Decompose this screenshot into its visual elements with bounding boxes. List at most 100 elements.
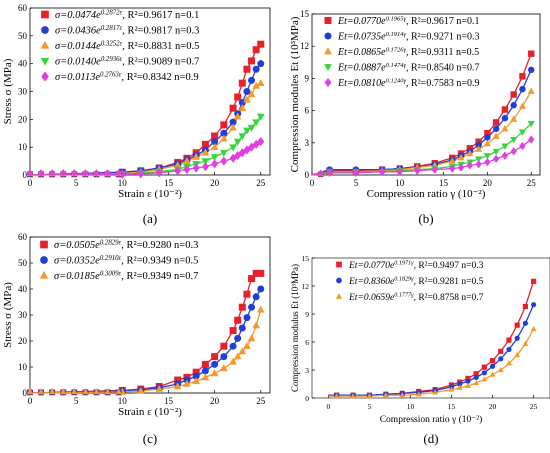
y-tick-label: 0 xyxy=(305,394,309,403)
y-tick-label: 60 xyxy=(18,232,28,242)
data-point xyxy=(257,137,265,147)
data-point xyxy=(466,144,474,152)
data-point xyxy=(238,79,246,87)
y-tick-label: 20 xyxy=(18,114,28,124)
data-point xyxy=(243,290,251,298)
data-point xyxy=(256,113,265,121)
data-point xyxy=(528,135,535,144)
data-point xyxy=(201,162,209,172)
data-point xyxy=(492,154,500,164)
y-tick-label: 3 xyxy=(305,138,310,148)
data-point xyxy=(229,327,237,335)
data-point xyxy=(211,353,219,361)
legend-marker xyxy=(41,10,49,19)
panel-label: (c) xyxy=(143,431,157,446)
data-point xyxy=(183,156,191,164)
data-point xyxy=(506,346,512,353)
data-point xyxy=(501,106,509,113)
data-point xyxy=(243,145,251,155)
data-point xyxy=(136,386,145,394)
data-point xyxy=(252,65,260,73)
data-point xyxy=(71,388,78,395)
legend-text: Et=0.0770e0.1971γ, R²=0.9497 n=0.3 xyxy=(348,261,484,271)
legend-marker xyxy=(40,256,48,264)
data-point xyxy=(257,40,265,48)
data-point xyxy=(489,363,496,369)
data-point xyxy=(248,76,256,84)
fit-curve-n=0.7 xyxy=(328,328,535,397)
data-point xyxy=(238,324,246,332)
data-point xyxy=(481,370,487,376)
data-point xyxy=(192,368,200,376)
data-point xyxy=(352,168,360,178)
data-point xyxy=(510,91,517,98)
legend-text: Et=0.0810e0.1240γ, R²=0.7583 n=0.9 xyxy=(337,78,479,90)
data-point xyxy=(252,46,260,54)
y-axis-title: Stress σ (MPa) xyxy=(2,282,14,348)
data-point xyxy=(37,388,45,395)
data-point xyxy=(350,393,356,399)
data-point xyxy=(449,164,456,173)
x-tick-label: 15 xyxy=(164,396,174,406)
y-tick-label: 9 xyxy=(305,73,310,83)
data-point xyxy=(484,129,491,137)
legend-marker xyxy=(40,57,50,66)
data-point xyxy=(238,303,246,311)
legend-text: Et=0.0770e0.1965γ, R²=0.9617 n=0.1 xyxy=(337,16,479,28)
y-tick-label: 40 xyxy=(18,284,28,294)
data-point xyxy=(483,140,491,147)
data-point xyxy=(192,372,200,380)
y-axis-title: Compression modules Et (10³MPa) xyxy=(289,16,301,172)
x-tick-label: 0 xyxy=(327,402,331,411)
data-point xyxy=(252,81,261,89)
data-point xyxy=(201,360,209,368)
data-point xyxy=(243,314,251,322)
data-point xyxy=(248,57,256,65)
data-point xyxy=(475,156,483,163)
y-tick-label: 30 xyxy=(18,310,28,320)
data-point xyxy=(414,166,421,175)
data-point xyxy=(174,166,182,176)
fit-curve-n=0.5 xyxy=(311,90,532,176)
data-point xyxy=(492,125,500,133)
data-point xyxy=(210,142,219,150)
data-point xyxy=(229,357,237,365)
data-point xyxy=(366,393,373,399)
legend-text: Et=0.0887e0.1474γ, R²=0.8540 n=0.7 xyxy=(337,62,479,74)
legend-text: σ=0.0352e0.2910ε, R²=0.9349 n=0.5 xyxy=(54,255,198,267)
data-point xyxy=(519,73,526,80)
data-point xyxy=(247,124,256,132)
data-point xyxy=(465,378,471,384)
data-point xyxy=(27,169,33,177)
data-point xyxy=(220,156,228,166)
y-tick-label: 15 xyxy=(302,254,310,263)
y-tick-label: 50 xyxy=(18,31,28,41)
data-point xyxy=(243,65,251,73)
data-point xyxy=(238,133,247,141)
data-point xyxy=(514,322,520,328)
x-tick-label: 20 xyxy=(489,402,497,411)
data-point xyxy=(518,102,526,109)
legend-text: σ=0.0113e0.2763ε, R²=0.8342 n=0.9 xyxy=(55,71,199,83)
data-point xyxy=(415,391,422,397)
data-point xyxy=(229,342,237,350)
x-tick-label: 15 xyxy=(164,178,174,188)
data-point xyxy=(252,321,261,329)
legend-text: σ=0.0436e0.2817ε, R²=0.9817 n=0.3 xyxy=(55,25,199,37)
data-point xyxy=(510,147,517,156)
data-point xyxy=(489,371,496,377)
x-tick-label: 5 xyxy=(74,396,79,406)
y-tick-label: 9 xyxy=(305,310,309,319)
x-axis-title: Strain ε (10⁻²) xyxy=(118,406,182,418)
data-point xyxy=(497,366,504,373)
x-tick-label: 0 xyxy=(28,178,33,188)
data-point xyxy=(465,375,471,381)
data-point xyxy=(201,140,209,148)
data-point xyxy=(514,351,521,358)
x-tick-label: 5 xyxy=(74,178,79,188)
data-point xyxy=(530,325,537,332)
x-tick-label: 20 xyxy=(483,178,493,188)
data-point xyxy=(219,364,228,372)
data-point xyxy=(466,161,474,170)
